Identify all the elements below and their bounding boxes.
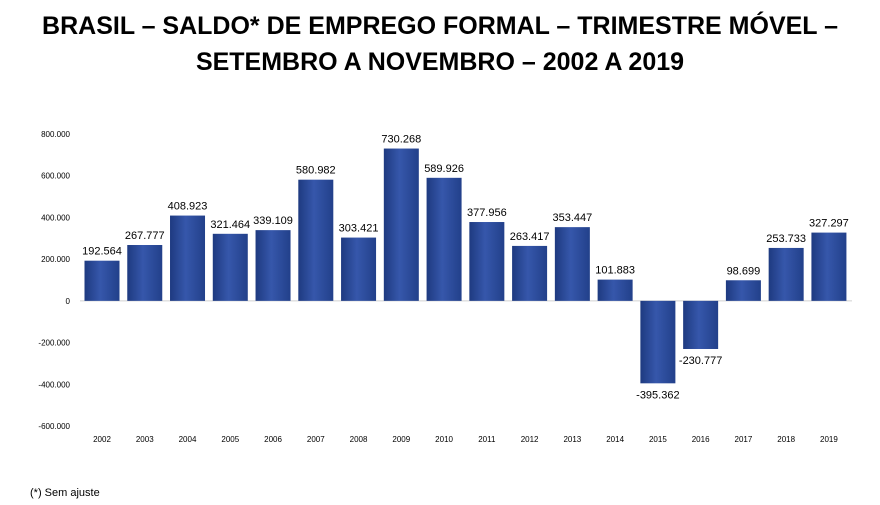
x-tick-label: 2013 [563,435,581,444]
data-label: 303.421 [339,223,379,235]
data-label: 339.109 [253,215,293,227]
bar [640,300,676,384]
data-label: 263.417 [510,231,550,243]
data-label: 98.699 [727,265,761,277]
bar [341,237,377,301]
bar [811,232,847,301]
data-label: 253.733 [766,233,806,245]
x-tick-label: 2014 [606,435,624,444]
data-label: 408.923 [168,201,208,213]
bar [469,222,505,301]
data-label: 192.564 [82,246,122,258]
y-tick-label: -600.000 [38,422,70,431]
data-label: 377.956 [467,207,507,219]
bar [298,179,334,301]
x-tick-label: 2011 [478,435,496,444]
bar [212,233,248,301]
y-tick-label: -400.000 [38,380,70,389]
x-tick-label: 2009 [392,435,410,444]
bar [512,245,548,301]
x-tick-label: 2007 [307,435,325,444]
bar [683,300,719,349]
bar [84,260,120,301]
x-tick-label: 2005 [221,435,239,444]
chart-title-line-2: SETEMBRO A NOVEMBRO – 2002 A 2019 [195,48,685,76]
bar [426,177,462,301]
x-tick-label: 2002 [93,435,111,444]
chart-title-line-1: BRASIL – SALDO* DE EMPREGO FORMAL – TRIM… [42,12,838,40]
bar [170,215,206,301]
y-axis: 800.000 600.000 400.000 200.000 0 -200.000 -40… [38,130,70,431]
bar [383,148,419,301]
x-tick-label: 2008 [350,435,368,444]
data-label: 267.777 [125,230,165,242]
bar [554,227,590,301]
chart-title: BRASIL – SALDO* DE EMPREGO FORMAL – TRIM… [0,8,880,80]
y-tick-label: 200.000 [41,255,70,264]
data-label: -395.362 [636,389,679,401]
data-label: 580.982 [296,165,336,177]
bar [127,245,163,301]
x-axis: 2002 2003 2004 2005 2006 2007 2008 2009 2010 2011… [93,435,838,444]
y-tick-label: 600.000 [41,172,70,181]
x-tick-label: 2010 [435,435,453,444]
x-tick-label: 2019 [820,435,838,444]
data-label: 353.447 [552,212,592,224]
data-label: 327.297 [809,218,849,230]
data-label: 589.926 [424,163,464,175]
y-tick-label: 800.000 [41,130,70,139]
bar [597,279,633,301]
x-tick-label: 2004 [179,435,197,444]
x-tick-label: 2018 [777,435,795,444]
x-tick-label: 2017 [735,435,753,444]
bars [84,148,847,384]
y-tick-label: 0 [66,297,71,306]
x-tick-label: 2016 [692,435,710,444]
bar [768,247,804,301]
x-tick-label: 2012 [521,435,539,444]
y-tick-label: -200.000 [38,339,70,348]
y-tick-label: 400.000 [41,213,70,222]
bar [255,230,291,301]
x-tick-label: 2015 [649,435,667,444]
footnote: (*) Sem ajuste [30,487,100,499]
x-tick-label: 2006 [264,435,282,444]
data-label: 101.883 [595,265,635,277]
data-label: 730.268 [381,134,421,146]
bar [725,280,761,301]
data-label: 321.464 [210,219,250,231]
x-tick-label: 2003 [136,435,154,444]
data-label: -230.777 [679,355,722,367]
